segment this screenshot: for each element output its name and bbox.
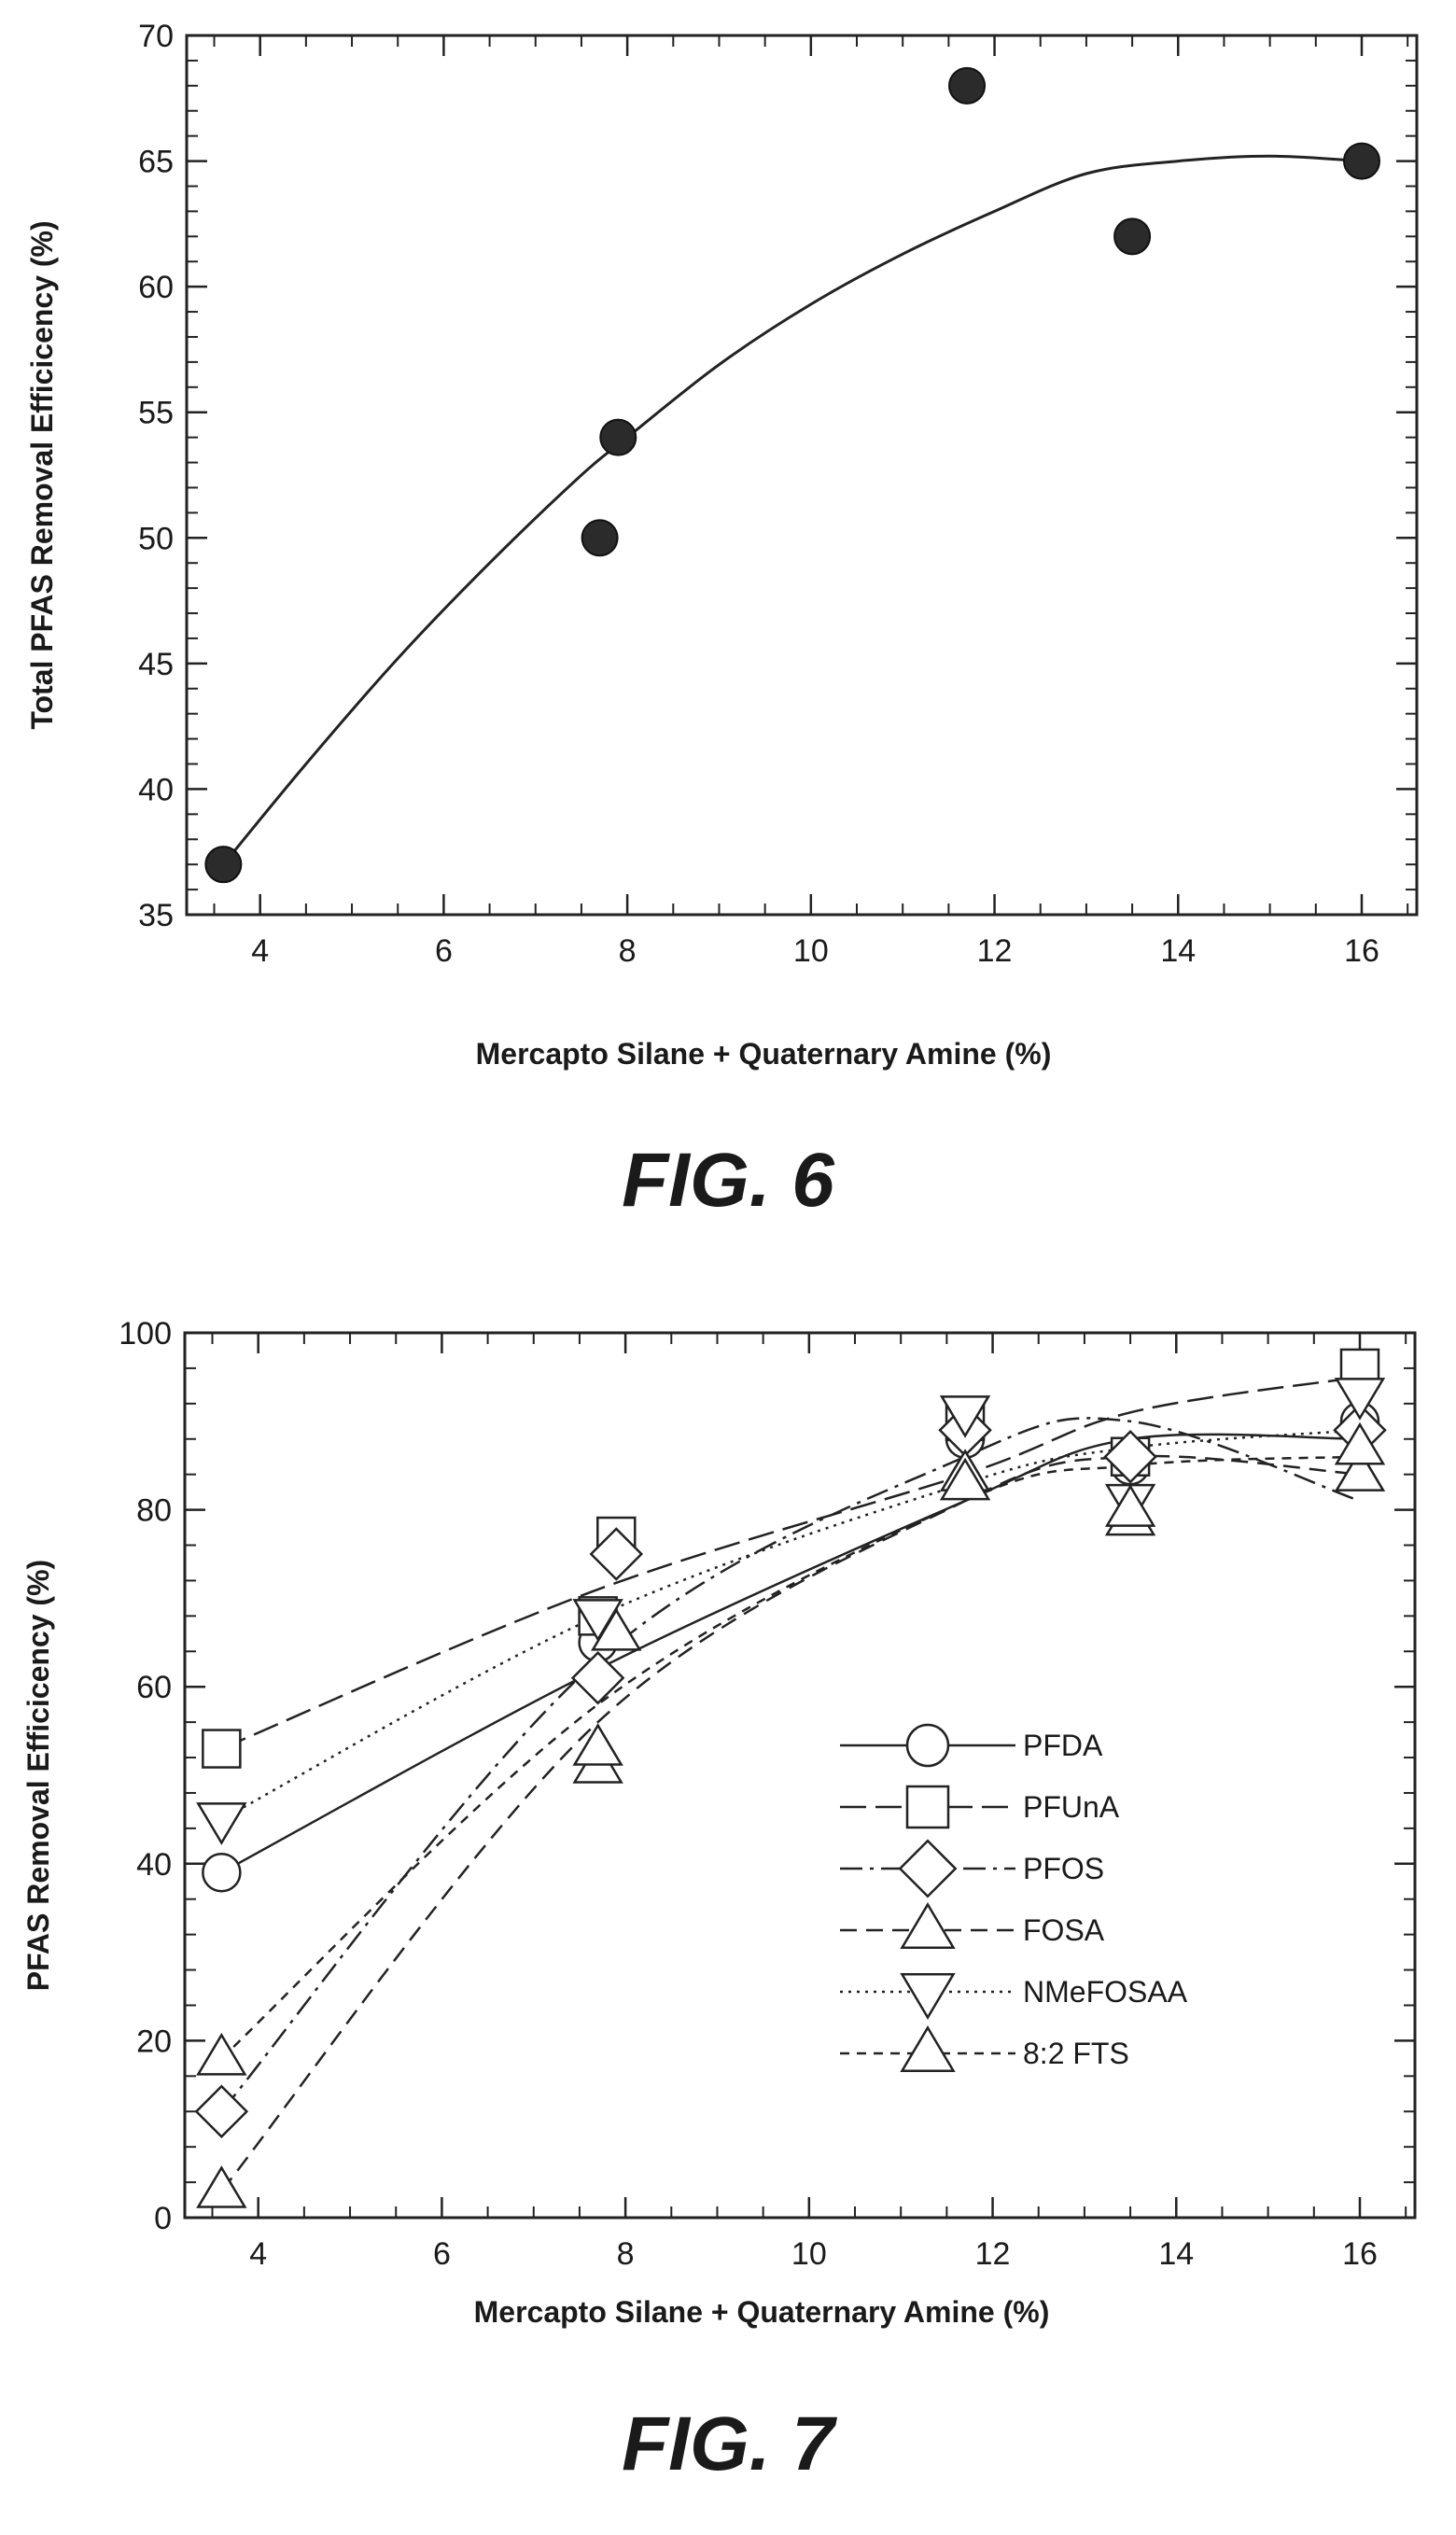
y-tick-label: 40 — [138, 772, 174, 807]
fig7-point-8-2-fts — [1334, 1422, 1386, 1465]
y-tick-label: 40 — [136, 1847, 172, 1883]
legend-marker — [900, 1973, 956, 2020]
fig6-fit-curve — [222, 154, 1363, 866]
legend-marker — [905, 1723, 950, 1768]
fig6-y-axis-title: Total PFAS Removal Efficicency (%) — [25, 220, 59, 729]
fig7-point-nmefosaa — [939, 1395, 991, 1438]
fig6-data-point — [581, 519, 619, 557]
fig7-y-tick-labels: 0 20 40 60 80 100 — [119, 1316, 172, 2236]
fig7-point-pfos — [589, 1527, 644, 1581]
fig7-point-nmefosaa — [196, 1802, 247, 1845]
x-tick-label: 8 — [617, 2236, 635, 2272]
x-tick-label: 14 — [1160, 933, 1196, 969]
x-tick-label: 16 — [1342, 2236, 1378, 2272]
y-tick-label: 70 — [138, 19, 174, 54]
y-tick-label: 55 — [138, 396, 174, 431]
y-tick-label: 60 — [136, 1670, 172, 1705]
legend-marker — [900, 2025, 956, 2072]
x-tick-label: 6 — [435, 933, 453, 969]
fig7-x-axis-title: Mercapto Silane + Quaternary Amine (%) — [474, 2295, 1050, 2329]
fig6-caption: FIG. 6 — [622, 1138, 835, 1223]
fig7-point-fosa — [196, 2165, 247, 2208]
x-tick-label: 14 — [1158, 2236, 1194, 2272]
fig7-ticks — [185, 1331, 1415, 2220]
y-tick-label: 45 — [138, 647, 174, 682]
fig7-fit-curve-pfda — [220, 1433, 1361, 1874]
legend-label: PFDA — [1023, 1729, 1103, 1762]
fig6-data-point — [1342, 142, 1380, 180]
fig7-fit-curves — [220, 1376, 1361, 2192]
fig7-point-8-2-fts — [939, 1457, 991, 1501]
fig6-plot-frame — [185, 34, 1419, 917]
fig7-fit-curve-nmefosaa — [220, 1429, 1361, 1821]
fig7-point-nmefosaa — [1334, 1378, 1386, 1421]
y-tick-label: 20 — [136, 2024, 172, 2059]
fig7-point-8-2-fts — [196, 2032, 247, 2076]
fig7-point-8-2-fts — [1104, 1484, 1156, 1527]
x-tick-label: 12 — [975, 2236, 1011, 2272]
fig7-point-pfda — [202, 1853, 242, 1893]
fig6-x-tick-labels: 4 6 8 10 12 14 16 — [251, 933, 1379, 969]
fig7-fit-curve-pfos — [220, 1417, 1361, 2113]
legend-label: PFUnA — [1023, 1790, 1120, 1824]
fig7-point-fosa — [1334, 1449, 1386, 1492]
fig7-point-pfuna — [202, 1729, 242, 1769]
fig7-y-axis-title: PFAS Removal Efficicency (%) — [21, 1560, 55, 1991]
fig7-plot-frame — [183, 1331, 1417, 2220]
x-tick-label: 4 — [249, 2236, 267, 2272]
x-tick-label: 12 — [977, 933, 1013, 969]
fig7-fit-curve-pfuna — [220, 1376, 1361, 1750]
fig6-x-axis-title: Mercapto Silane + Quaternary Amine (%) — [476, 1037, 1052, 1071]
fig7-point-nmefosaa — [572, 1599, 623, 1642]
fig7-data-points — [194, 1348, 1387, 2208]
x-tick-label: 8 — [619, 933, 637, 969]
fig7-point-pfos — [1103, 1429, 1157, 1484]
y-tick-label: 80 — [136, 1493, 172, 1529]
fig7-legend: PFDA PFUnA PFOS FOSA NMeFOSAA 8:2 FTS — [840, 1723, 1188, 2072]
fig6-ticks — [187, 34, 1417, 917]
fig6-y-tick-labels: 35 40 45 50 55 60 65 70 — [138, 19, 174, 933]
y-tick-label: 60 — [138, 270, 174, 305]
fig6-data-point — [204, 846, 243, 884]
fig6-data-point — [948, 66, 987, 105]
y-tick-label: 100 — [119, 1316, 172, 1352]
fig7-caption: FIG. 7 — [622, 2402, 837, 2486]
y-tick-label: 65 — [138, 145, 174, 180]
fig6-data-point — [599, 418, 637, 456]
fig6-data-points — [204, 66, 1380, 884]
x-tick-label: 6 — [433, 2236, 451, 2272]
fig6-chart: 35 40 45 50 55 60 65 70 4 6 8 10 12 14 16 Total PFAS … — [25, 19, 1419, 1223]
x-tick-label: 10 — [793, 933, 829, 969]
fig7-chart: 0 20 40 60 80 100 4 6 8 10 12 14 16 PFDA PFUnA PFOS FO… — [21, 1316, 1417, 2486]
y-tick-label: 0 — [154, 2201, 172, 2236]
y-tick-label: 35 — [138, 898, 174, 933]
x-tick-label: 10 — [791, 2236, 827, 2272]
fig7-point-pfos — [194, 2084, 249, 2139]
legend-marker — [900, 1902, 956, 1949]
fig7-point-pfos — [570, 1650, 625, 1705]
fig6-data-point — [1113, 217, 1152, 256]
legend-label: FOSA — [1023, 1913, 1105, 1947]
x-tick-label: 4 — [251, 933, 269, 969]
legend-label: 8:2 FTS — [1023, 2037, 1129, 2070]
y-tick-label: 50 — [138, 521, 174, 556]
x-tick-label: 16 — [1344, 933, 1379, 969]
legend-marker — [898, 1839, 958, 1898]
fig7-fit-curve-8-2-fts — [220, 1455, 1361, 2060]
fig7-fit-curve-fosa — [220, 1454, 1361, 2192]
legend-label: NMeFOSAA — [1023, 1975, 1188, 2009]
legend-label: PFOS — [1023, 1852, 1104, 1885]
fig7-point-8-2-fts — [572, 1723, 623, 1766]
legend-marker — [905, 1785, 950, 1829]
fig7-x-tick-labels: 4 6 8 10 12 14 16 — [249, 2236, 1378, 2272]
